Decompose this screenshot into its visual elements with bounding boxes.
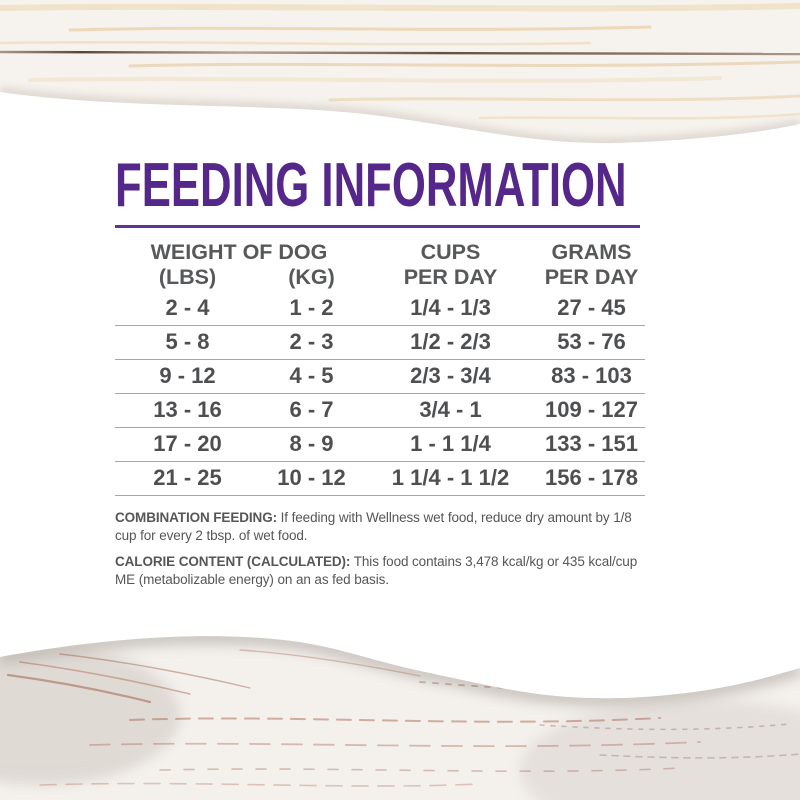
- cell-lbs: 21 - 25: [153, 465, 222, 490]
- cell-cups: 1/2 - 2/3: [410, 329, 491, 354]
- cell-cups: 1 - 1 1/4: [410, 431, 491, 456]
- cell-grams: 133 - 151: [545, 431, 638, 456]
- cell-cups: 2/3 - 3/4: [410, 363, 491, 388]
- cell-kg: 1 - 2: [289, 295, 334, 320]
- cell-grams: 109 - 127: [545, 397, 638, 422]
- table-header: WEIGHT OF DOG CUPS GRAMS (LBS) (KG) PER …: [115, 240, 645, 290]
- note-calorie-content-label: CALORIE CONTENT (CALCULATED):: [115, 554, 351, 569]
- cell-lbs: 5 - 8: [165, 329, 210, 354]
- cell-lbs: 2 - 4: [165, 295, 210, 320]
- header-kg: (KG): [288, 265, 335, 289]
- cell-grams: 53 - 76: [557, 329, 626, 354]
- header-weight-of-dog: WEIGHT OF DOG: [150, 240, 328, 264]
- note-combination-feeding-label: COMBINATION FEEDING:: [115, 510, 277, 525]
- table-row: 21 - 25 10 - 12 1 1/4 - 1 1/2 156 - 178: [115, 462, 645, 496]
- table-row: 17 - 20 8 - 9 1 - 1 1/4 133 - 151: [115, 428, 645, 462]
- bottom-wood-texture: [0, 636, 800, 800]
- header-grams: GRAMS: [551, 240, 632, 264]
- cell-lbs: 13 - 16: [153, 397, 222, 422]
- feeding-info-panel: FEEDING INFORMATION WEIGHT OF DOG CUPS G…: [115, 151, 645, 597]
- table-row: 5 - 8 2 - 3 1/2 - 2/3 53 - 76: [115, 326, 645, 360]
- top-wood-texture: [0, 0, 800, 144]
- note-calorie-content: CALORIE CONTENT (CALCULATED): This food …: [115, 553, 643, 588]
- header-lbs: (LBS): [158, 265, 217, 289]
- cell-grams: 83 - 103: [551, 363, 632, 388]
- cell-grams: 156 - 178: [545, 465, 638, 490]
- note-calorie-content-text: This food contains 3,478 kcal/kg or 435 …: [115, 554, 638, 587]
- table-row: 13 - 16 6 - 7 3/4 - 1 109 - 127: [115, 394, 645, 428]
- cell-lbs: 9 - 12: [159, 363, 216, 388]
- note-combination-feeding: COMBINATION FEEDING: If feeding with Wel…: [115, 509, 643, 544]
- cell-kg: 10 - 12: [277, 465, 346, 490]
- cell-kg: 4 - 5: [289, 363, 334, 388]
- cell-kg: 6 - 7: [289, 397, 334, 422]
- table-row: 2 - 4 1 - 2 1/4 - 1/3 27 - 45: [115, 292, 645, 326]
- title-underline: [115, 225, 640, 228]
- cell-kg: 2 - 3: [289, 329, 334, 354]
- header-cups-per-day: PER DAY: [403, 265, 498, 289]
- cell-grams: 27 - 45: [557, 295, 626, 320]
- page-title: FEEDING INFORMATION: [115, 151, 627, 220]
- header-grams-per-day: PER DAY: [544, 265, 639, 289]
- cell-cups: 3/4 - 1: [419, 397, 482, 422]
- table-body: 2 - 4 1 - 2 1/4 - 1/3 27 - 45 5 - 8 2 - …: [115, 292, 645, 496]
- header-cups: CUPS: [420, 240, 481, 264]
- cell-lbs: 17 - 20: [153, 431, 222, 456]
- cell-kg: 8 - 9: [289, 431, 334, 456]
- cell-cups: 1/4 - 1/3: [410, 295, 491, 320]
- note-combination-feeding-text: If feeding with Wellness wet food, reduc…: [115, 510, 632, 543]
- table-row: 9 - 12 4 - 5 2/3 - 3/4 83 - 103: [115, 360, 645, 394]
- feeding-table: WEIGHT OF DOG CUPS GRAMS (LBS) (KG) PER …: [115, 240, 645, 496]
- feeding-notes: COMBINATION FEEDING: If feeding with Wel…: [115, 509, 643, 588]
- cell-cups: 1 1/4 - 1 1/2: [391, 465, 510, 490]
